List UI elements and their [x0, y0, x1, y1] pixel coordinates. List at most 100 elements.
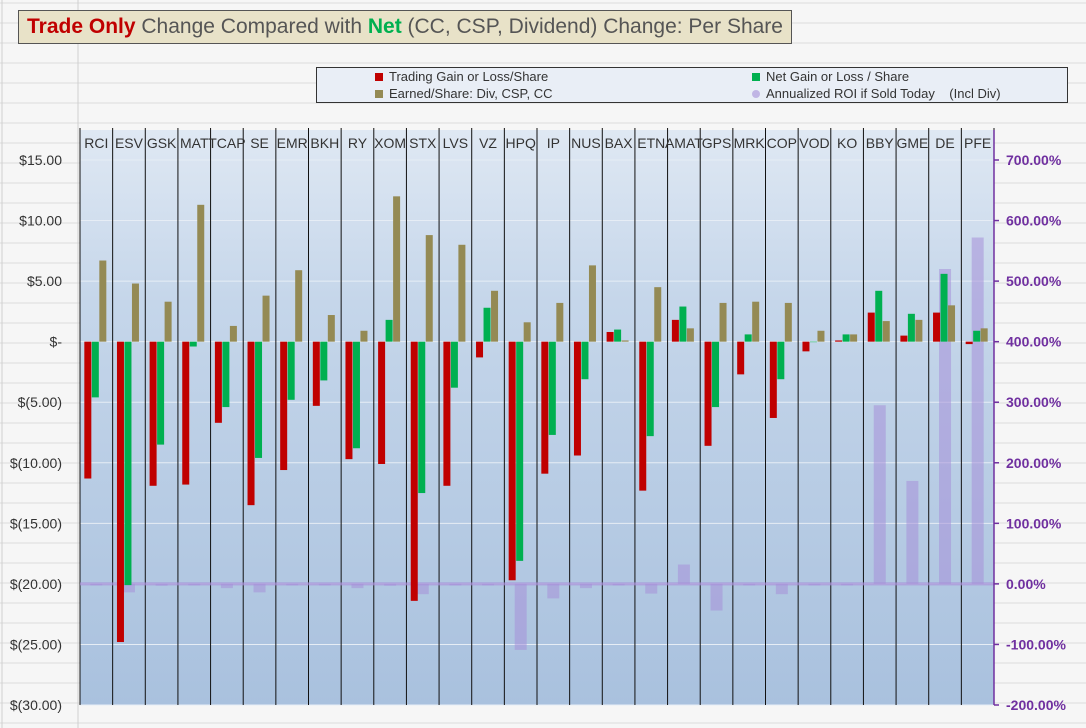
earned-bar: [99, 260, 107, 342]
net-bar: [418, 341, 426, 494]
earned-bar: [556, 302, 564, 342]
legend-item-net: Net Gain or Loss / Share: [752, 69, 909, 84]
category-label: GME: [896, 135, 928, 151]
net-bar: [450, 341, 458, 388]
trading-bar: [116, 341, 124, 643]
y-tick-left: $(5.00): [18, 394, 62, 410]
y-tick-right: 200.00%: [1006, 455, 1062, 471]
roi-bar: [873, 405, 886, 584]
earned-bar: [229, 325, 237, 342]
category-label: MRK: [734, 135, 766, 151]
trading-bar: [965, 341, 973, 345]
y-tick-right: 700.00%: [1006, 152, 1062, 168]
net-bar: [646, 341, 654, 437]
earned-bar: [523, 322, 531, 342]
roi-bar: [906, 480, 919, 584]
earned-bar: [980, 328, 988, 342]
y-tick-left: $5.00: [27, 273, 62, 289]
category-label: HPQ: [506, 135, 536, 151]
net-bar: [157, 341, 165, 445]
trading-bar: [476, 341, 484, 358]
net-bar: [581, 341, 589, 380]
earned-bar: [621, 340, 629, 342]
category-label: KO: [837, 135, 857, 151]
earned-bar: [131, 283, 139, 342]
earned-bar: [393, 196, 401, 342]
category-label: DE: [935, 135, 954, 151]
category-label: VZ: [479, 135, 497, 151]
trading-bar: [900, 335, 908, 342]
roi-bar: [416, 583, 429, 595]
trading-bar: [671, 319, 679, 342]
net-bar: [222, 341, 230, 408]
category-label: BKH: [310, 135, 339, 151]
earned-bar: [882, 321, 890, 342]
net-bar: [189, 341, 197, 347]
legend-swatch-earned: [375, 89, 383, 98]
legend-swatch-roi: [752, 89, 760, 98]
trading-bar: [802, 341, 810, 352]
title-middle: Change Compared with: [135, 15, 368, 38]
legend-item-roi: Annualized ROI if Sold Today (Incl Div): [752, 86, 1001, 101]
category-label: ESV: [115, 135, 144, 151]
net-bar: [712, 341, 720, 408]
y-tick-left: $15.00: [19, 152, 62, 168]
net-bar: [91, 341, 99, 398]
y-tick-left: $10.00: [19, 213, 62, 229]
title-trade-only: Trade Only: [27, 15, 136, 38]
chart-legend: Trading Gain or Loss/Share Net Gain or L…: [316, 67, 1068, 103]
earned-bar: [784, 302, 792, 342]
trading-bar: [573, 341, 581, 456]
net-bar: [679, 306, 687, 342]
earned-bar: [752, 301, 760, 342]
trading-bar: [378, 341, 386, 464]
earned-bar: [197, 204, 205, 342]
net-bar: [352, 341, 360, 449]
title-end: (CC, CSP, Dividend) Change: Per Share: [401, 15, 783, 38]
trading-bar: [606, 331, 614, 342]
y-tick-left: $(25.00): [10, 636, 62, 652]
category-label: ETN: [637, 135, 665, 151]
roi-bar: [971, 237, 984, 584]
y-tick-right: 400.00%: [1006, 334, 1062, 350]
chart-title: Trade Only Change Compared with Net (CC,…: [18, 10, 792, 44]
net-bar: [548, 341, 556, 435]
trading-bar: [835, 340, 843, 342]
earned-bar: [654, 287, 662, 342]
net-bar: [287, 341, 295, 400]
trading-bar: [247, 341, 255, 506]
y-tick-left: $(10.00): [10, 455, 62, 471]
trading-bar: [639, 341, 647, 491]
earned-bar: [948, 305, 956, 342]
trading-bar: [443, 341, 451, 486]
category-label: LVS: [443, 135, 468, 151]
net-bar: [483, 307, 491, 342]
roi-bar: [122, 583, 135, 593]
roi-bar: [677, 564, 690, 584]
earned-bar: [327, 315, 335, 342]
net-bar: [973, 330, 981, 342]
legend-label-roi: Annualized ROI if Sold Today (Incl Div): [766, 86, 1001, 101]
trading-bar: [149, 341, 157, 486]
category-label: BBY: [866, 135, 895, 151]
category-label: SE: [250, 135, 269, 151]
net-bar: [320, 341, 328, 381]
legend-item-earned: Earned/Share: Div, CSP, CC: [375, 86, 553, 101]
trading-bar: [84, 341, 92, 479]
net-bar: [907, 313, 915, 342]
legend-label-net: Net Gain or Loss / Share: [766, 69, 910, 84]
roi-bar: [775, 583, 788, 595]
trading-bar: [769, 341, 777, 418]
trading-bar: [737, 341, 745, 375]
y-tick-right: 600.00%: [1006, 213, 1062, 229]
category-label: GPS: [702, 135, 732, 151]
earned-bar: [817, 330, 825, 342]
category-label: MAT: [180, 135, 209, 151]
roi-bar: [351, 583, 364, 589]
net-bar: [777, 341, 785, 380]
earned-bar: [164, 301, 172, 342]
trading-bar: [345, 341, 353, 460]
net-bar: [875, 290, 883, 342]
legend-label-earned: Earned/Share: Div, CSP, CC: [389, 86, 553, 101]
